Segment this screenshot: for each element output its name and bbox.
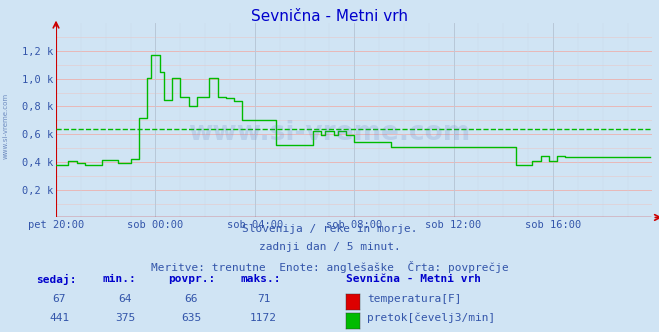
Text: Slovenija / reke in morje.: Slovenija / reke in morje. <box>242 224 417 234</box>
Text: zadnji dan / 5 minut.: zadnji dan / 5 minut. <box>258 242 401 252</box>
Text: www.si-vreme.com: www.si-vreme.com <box>2 93 9 159</box>
Text: 375: 375 <box>115 313 135 323</box>
Text: 67: 67 <box>53 294 66 304</box>
Text: Meritve: trenutne  Enote: anglešaške  Črta: povprečje: Meritve: trenutne Enote: anglešaške Črta… <box>151 261 508 273</box>
Text: 71: 71 <box>257 294 270 304</box>
Text: www.si-vreme.com: www.si-vreme.com <box>188 120 471 146</box>
Text: Sevnična - Metni vrh: Sevnična - Metni vrh <box>346 274 481 284</box>
Text: pretok[čevelj3/min]: pretok[čevelj3/min] <box>367 313 496 323</box>
Text: 635: 635 <box>181 313 201 323</box>
Text: Sevnična - Metni vrh: Sevnična - Metni vrh <box>251 9 408 24</box>
Text: 66: 66 <box>185 294 198 304</box>
Text: temperatura[F]: temperatura[F] <box>367 294 461 304</box>
Text: 64: 64 <box>119 294 132 304</box>
Text: 441: 441 <box>49 313 69 323</box>
Text: sedaj:: sedaj: <box>36 274 76 285</box>
Text: maks.:: maks.: <box>241 274 281 284</box>
Text: min.:: min.: <box>102 274 136 284</box>
Text: 1172: 1172 <box>250 313 277 323</box>
Text: povpr.:: povpr.: <box>168 274 215 284</box>
